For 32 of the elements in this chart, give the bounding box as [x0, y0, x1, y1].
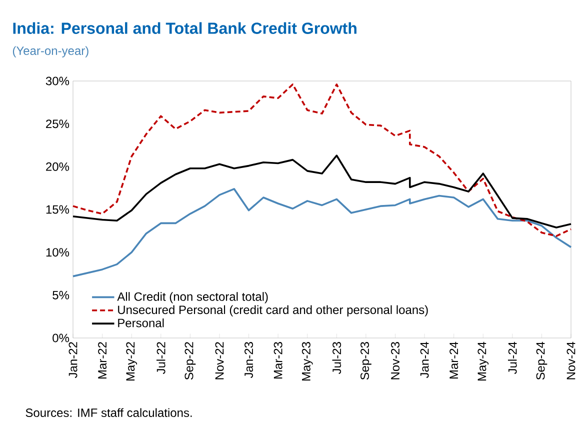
- y-tick-label: 30%: [46, 76, 70, 86]
- chart-title: India: Personal and Total Bank Credit Growth: [13, 22, 356, 34]
- x-tick-label: Jan-23: [244, 342, 254, 378]
- source-note: Sources: IMF staff calculations.: [26, 408, 192, 417]
- x-tick-label: Jul-22: [156, 342, 166, 374]
- y-tick-label: 15%: [46, 205, 70, 214]
- x-tick-label: May-22: [126, 342, 138, 381]
- legend-label: Personal: [118, 318, 164, 328]
- y-tick-label: 20%: [46, 162, 70, 171]
- x-tick-label: Sep-23: [360, 342, 372, 380]
- x-tick-label: Jan-24: [420, 342, 429, 378]
- x-tick-label: Mar-22: [98, 342, 107, 379]
- y-tick-label: 10%: [46, 248, 70, 257]
- legend-label: Unsecured Personal (credit card and other personal loans): [118, 305, 428, 316]
- x-tick-label: Jul-24: [508, 342, 517, 374]
- x-tick-label: May-24: [478, 342, 489, 381]
- x-tick-label: May-23: [302, 342, 313, 381]
- x-tick-label: Mar-23: [274, 342, 282, 379]
- chart-subtitle: (Year-on-year): [12, 46, 88, 58]
- x-tick-label: Nov-24: [566, 342, 576, 380]
- line-series: [72, 84, 572, 237]
- x-tick-label: Nov-23: [390, 342, 400, 380]
- x-tick-label: Sep-24: [536, 342, 548, 380]
- x-tick-label: Sep-22: [184, 342, 196, 380]
- x-tick-label: Mar-24: [450, 342, 458, 379]
- y-tick-label: 5%: [52, 290, 70, 300]
- y-tick-label: 25%: [46, 120, 70, 128]
- x-tick-label: Jul-23: [332, 342, 342, 374]
- x-tick-label: Nov-22: [215, 342, 224, 380]
- y-tick-label: 0%: [52, 334, 70, 342]
- x-tick-label: Jan-22: [68, 342, 78, 378]
- legend-label: All Credit (non sectoral total): [117, 292, 268, 304]
